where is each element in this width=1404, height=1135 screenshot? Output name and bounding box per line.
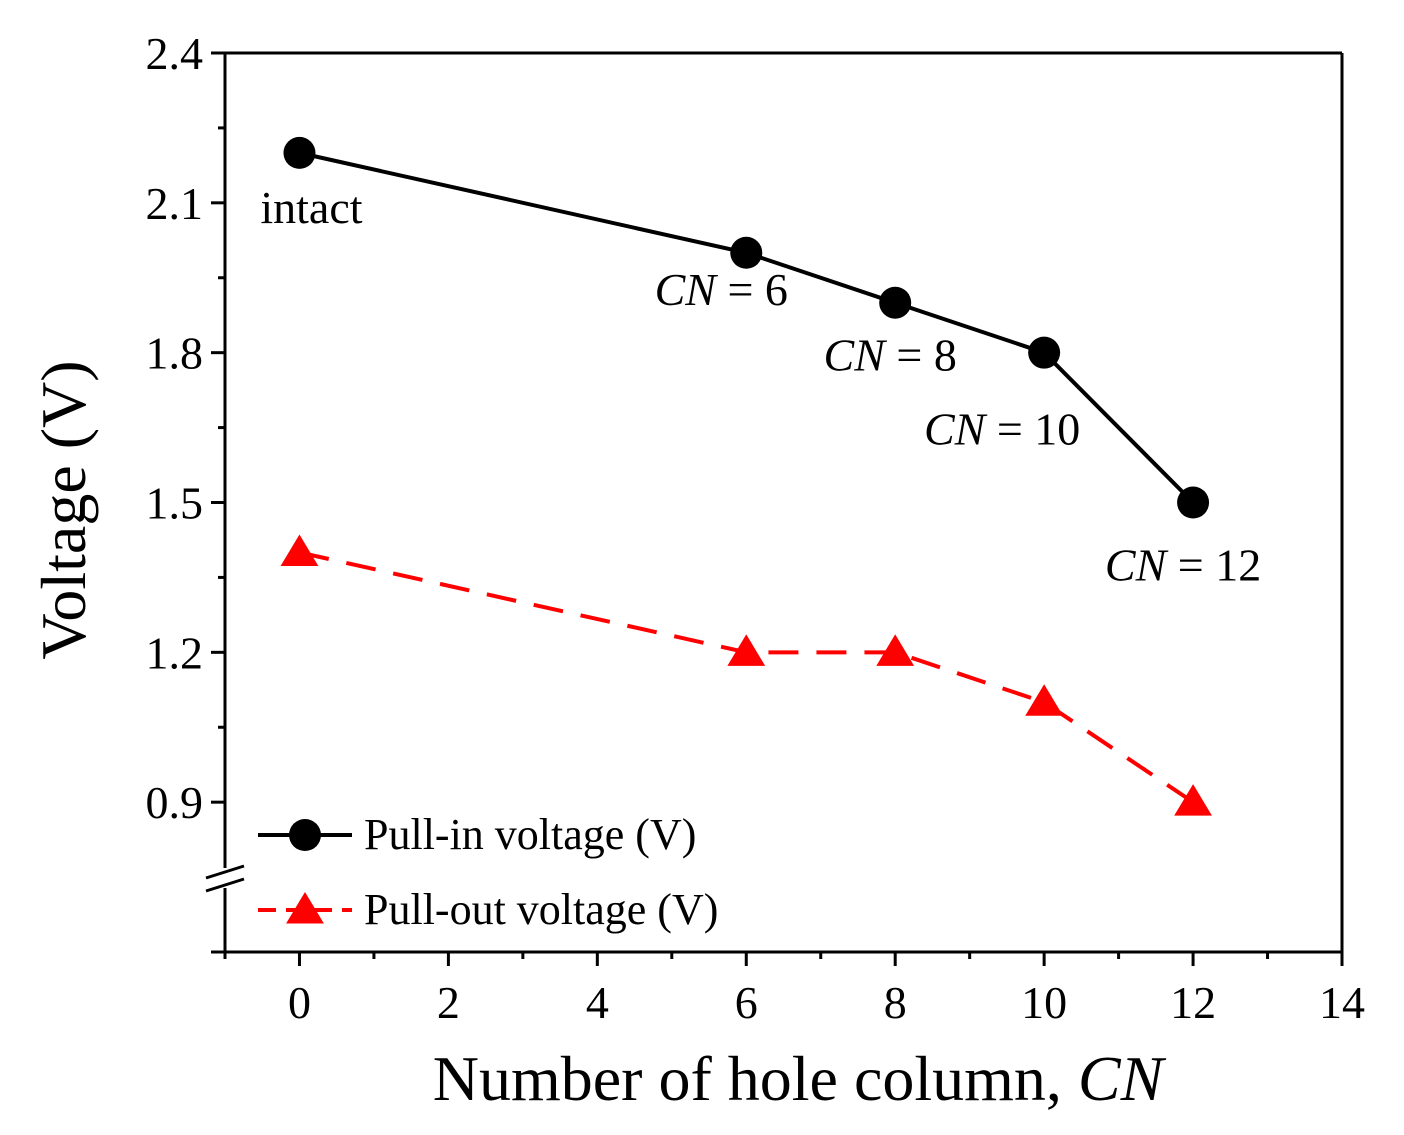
y-axis: 0.9 1.2 1.5 1.8 2.1 2.4 (146, 28, 225, 954)
annotation-text: = 12 (1166, 540, 1261, 591)
series-pull-out (280, 534, 1212, 816)
annotation-variable: CN (655, 264, 719, 315)
series-pull-in (283, 136, 1210, 519)
legend-swatch-marker (286, 892, 324, 924)
legend: Pull-in voltage (V) Pull-out voltage (V) (258, 810, 718, 934)
annotation: CN = 6 (655, 264, 788, 315)
plot-area (205, 51, 1344, 954)
x-tick-label: 14 (1319, 977, 1365, 1028)
x-tick-label: 10 (1021, 977, 1067, 1028)
annotation: intact (260, 182, 362, 233)
data-point (1177, 486, 1210, 519)
annotation-variable: CN (1105, 540, 1169, 591)
x-tick-label: 6 (735, 977, 758, 1028)
x-tick-label: 4 (586, 977, 609, 1028)
x-tick-label: 2 (437, 977, 460, 1028)
legend-swatch-marker (289, 819, 321, 851)
data-point (730, 236, 763, 269)
annotation: CN = 8 (824, 330, 957, 381)
legend-label: Pull-out voltage (V) (364, 885, 718, 934)
data-point (283, 136, 316, 169)
annotation-variable: CN (924, 404, 988, 455)
data-point (1028, 336, 1061, 369)
y-tick-label: 1.2 (146, 627, 204, 678)
annotation: CN = 10 (924, 404, 1080, 455)
series-line (299, 550, 1195, 804)
legend-label: Pull-in voltage (V) (364, 810, 696, 859)
y-tick-label: 2.1 (146, 178, 204, 229)
annotation-text: intact (260, 182, 362, 233)
data-point (727, 634, 766, 666)
data-point (280, 534, 319, 566)
x-axis-title: Number of hole column, CN (433, 1043, 1167, 1114)
annotation-text: = 6 (716, 264, 788, 315)
data-point (1174, 784, 1212, 816)
annotation-text: = 8 (885, 330, 957, 381)
data-point (1025, 684, 1064, 716)
axis-break-mark (205, 864, 245, 880)
x-tick-label: 12 (1170, 977, 1216, 1028)
x-tick-label: 0 (288, 977, 311, 1028)
axis-break-mark (205, 877, 245, 893)
data-point (876, 634, 915, 666)
y-tick-label: 1.5 (146, 478, 204, 529)
data-point (879, 286, 912, 319)
y-tick-label: 1.8 (146, 328, 204, 379)
x-tick-label: 8 (884, 977, 907, 1028)
legend-entry-pull-in: Pull-in voltage (V) (258, 810, 696, 859)
legend-entry-pull-out: Pull-out voltage (V) (258, 885, 718, 934)
y-tick-label: 0.9 (146, 777, 204, 828)
annotation-variable: CN (824, 330, 888, 381)
x-axis: 0 2 4 6 8 10 12 14 (223, 952, 1365, 1028)
annotation-text: = 10 (985, 404, 1080, 455)
series-layer (280, 136, 1212, 816)
annotation: CN = 12 (1105, 540, 1261, 591)
y-axis-title: Voltage (V) (28, 360, 99, 659)
y-tick-label: 2.4 (146, 28, 204, 79)
